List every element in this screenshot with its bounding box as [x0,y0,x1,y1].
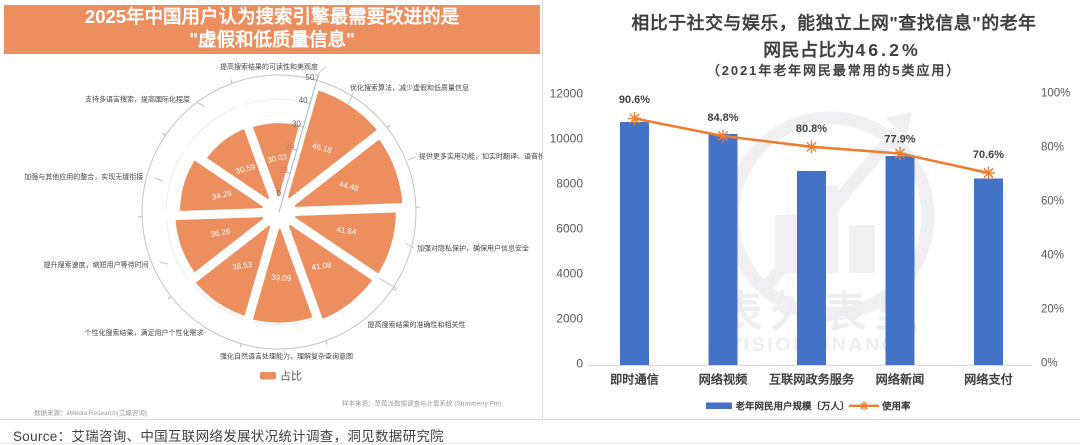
svg-text:60%: 60% [1041,196,1064,208]
svg-text:8000: 8000 [556,177,583,191]
svg-text:加强与其他应用的整合，实现无缝衔接: 加强与其他应用的整合，实现无缝衔接 [24,172,143,181]
svg-text:0: 0 [276,189,281,198]
svg-text:提高搜索结果的准确性和相关性: 提高搜索结果的准确性和相关性 [368,320,466,329]
svg-text:使用率: 使用率 [881,401,911,413]
svg-text:数据来源：iiMedia Research(艾媒咨询): 数据来源：iiMedia Research(艾媒咨询) [34,408,147,417]
svg-text:90.6%: 90.6% [619,94,650,106]
svg-text:提供更多实用功能，如实时翻译、语音搜索: 提供更多实用功能，如实时翻译、语音搜索 [419,151,542,160]
svg-text:41.08: 41.08 [311,260,333,272]
svg-text:20: 20 [285,143,294,152]
svg-text:加强对隐私保护，确保用户信息安全: 加强对隐私保护，确保用户信息安全 [417,243,529,252]
svg-text:10: 10 [279,166,288,175]
svg-text:优化搜索算法，减少虚假和低质量信息: 优化搜索算法，减少虚假和低质量信息 [350,83,469,92]
svg-text:0%: 0% [1041,358,1058,370]
svg-text:77.9%: 77.9% [884,134,915,146]
svg-text:互联网政务服务: 互联网政务服务 [769,372,855,387]
svg-text:提升搜索速度，缩短用户等待时间: 提升搜索速度，缩短用户等待时间 [44,260,149,269]
svg-text:6000: 6000 [556,222,583,236]
svg-text:38.53: 38.53 [232,260,254,272]
svg-text:样本来源：草莓派数据调查与计算系统 (Strawberry: 样本来源：草莓派数据调查与计算系统 (Strawberry Pie) [342,399,501,408]
svg-text:70.6%: 70.6% [973,149,1004,161]
svg-text:50: 50 [305,73,314,82]
svg-text:100%: 100% [1041,88,1070,100]
svg-text:提高搜索结果的可读性和美观度: 提高搜索结果的可读性和美观度 [220,62,318,71]
svg-text:40%: 40% [1041,250,1064,262]
svg-text:0: 0 [576,357,583,371]
svg-text:个性化搜索结果，满足用户个性化需求: 个性化搜索结果，满足用户个性化需求 [85,328,204,337]
svg-text:强化自然语言处理能力，理解复杂查询意图: 强化自然语言处理能力，理解复杂查询意图 [220,351,353,360]
svg-text:36.26: 36.26 [210,227,232,239]
svg-text:80.8%: 80.8% [796,123,827,135]
svg-text:4000: 4000 [556,267,583,281]
svg-text:30.03: 30.03 [266,152,288,165]
svg-text:网络视频: 网络视频 [699,372,749,387]
svg-text:40: 40 [299,96,308,105]
svg-text:网络支付: 网络支付 [964,372,1013,387]
svg-text:12000: 12000 [550,87,584,101]
svg-text:41.64: 41.64 [336,225,358,237]
svg-text:2000: 2000 [556,312,583,326]
svg-text:支持多语言搜索，提高国际化程度: 支持多语言搜索，提高国际化程度 [85,94,190,103]
svg-text:84.8%: 84.8% [707,112,738,124]
svg-text:老年网民用户规模〔万人〕: 老年网民用户规模〔万人〕 [735,401,850,413]
svg-text:34.28: 34.28 [211,189,233,202]
svg-text:20%: 20% [1041,304,1064,316]
svg-text:占比: 占比 [280,369,302,383]
svg-text:即时通信: 即时通信 [610,372,659,387]
svg-text:30: 30 [292,119,301,128]
svg-text:网络新闻: 网络新闻 [876,372,925,387]
svg-text:10000: 10000 [550,132,584,146]
svg-text:80%: 80% [1041,142,1064,154]
svg-text:39.09: 39.09 [271,273,292,283]
